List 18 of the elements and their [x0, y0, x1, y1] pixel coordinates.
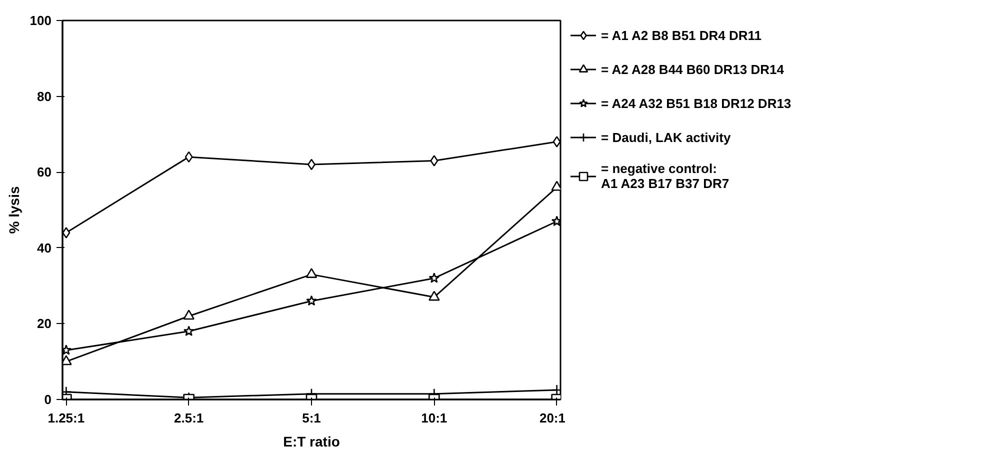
y-tick-label: 20 — [37, 316, 52, 332]
x-tick-label: 5:1 — [302, 410, 321, 426]
y-tick-label: 80 — [37, 88, 52, 104]
legend-label: = A1 A2 B8 B51 DR4 DR11 — [601, 28, 762, 42]
y-tick-label: 40 — [37, 240, 52, 256]
legend-label: = A2 A28 B44 B60 DR13 DR14 — [601, 62, 784, 76]
y-tick-label: 100 — [30, 13, 52, 28]
x-axis-title: E:T ratio — [283, 434, 340, 450]
x-tick-label: 10:1 — [421, 410, 448, 426]
y-tick-label: 0 — [44, 392, 52, 407]
x-tick-label: 1.25:1 — [48, 410, 85, 426]
x-tick-label: 2.5:1 — [174, 410, 204, 426]
x-tick-label: 20:1 — [539, 410, 566, 426]
legend-label: = Daudi, LAK activity — [601, 130, 731, 144]
y-axis-title: % lysis — [6, 186, 22, 234]
y-tick-label: 60 — [37, 164, 52, 180]
legend-label: = A24 A32 B51 B18 DR12 DR13 — [601, 96, 792, 110]
legend-label: = negative control: A1 A23 B17 B37 DR7 — [601, 161, 730, 191]
